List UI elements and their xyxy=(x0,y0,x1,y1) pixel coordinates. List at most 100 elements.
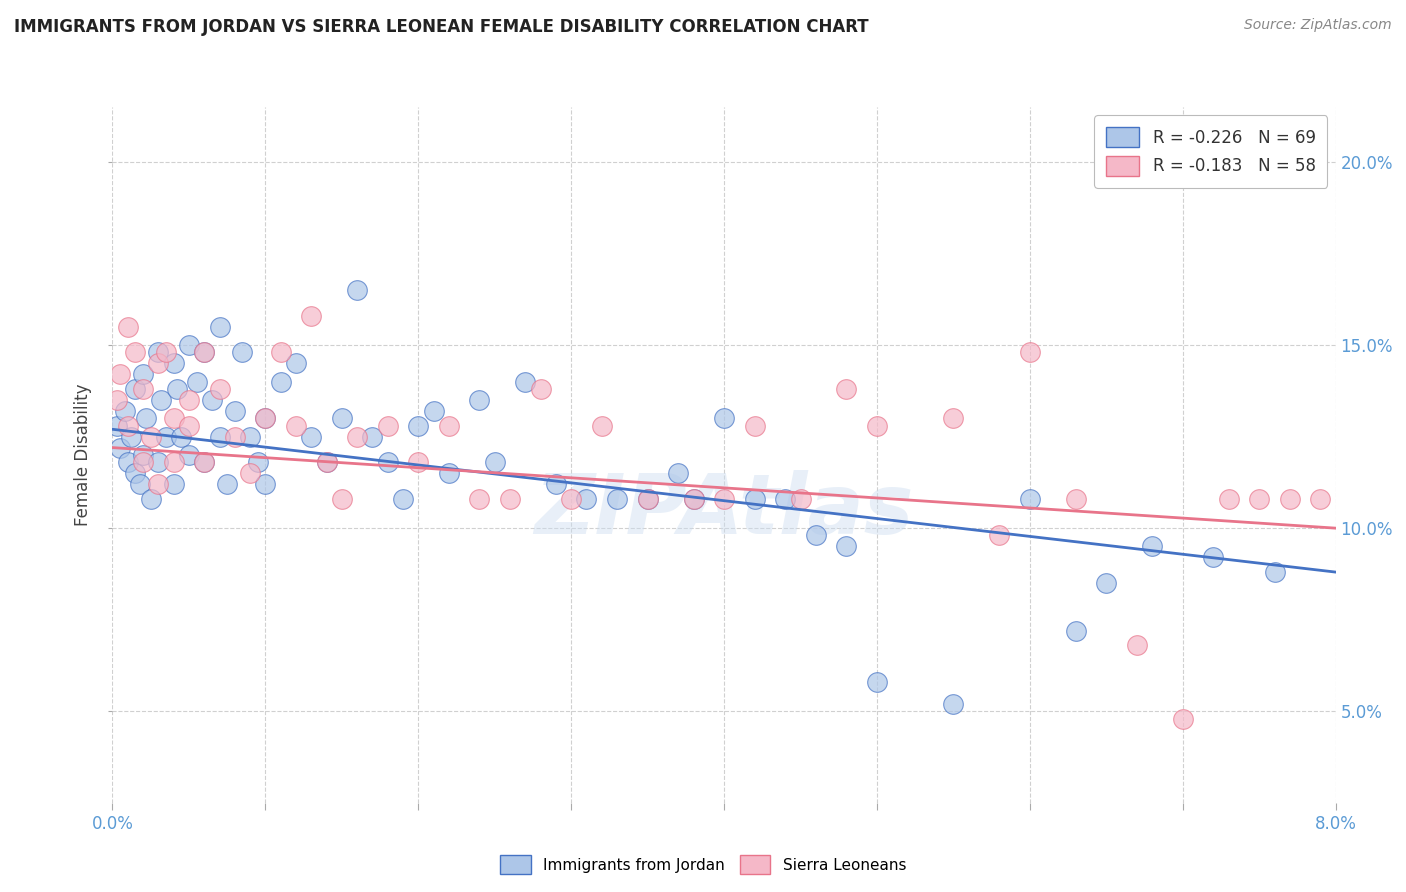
Point xyxy=(105,392,128,407)
Point xyxy=(254,411,277,425)
Point xyxy=(1264,565,1286,579)
Point xyxy=(254,477,277,491)
Point xyxy=(866,418,889,433)
Point xyxy=(148,345,170,359)
Point xyxy=(270,375,292,389)
Point xyxy=(246,455,269,469)
Point xyxy=(713,411,735,425)
Point xyxy=(408,418,430,433)
Point xyxy=(773,491,796,506)
Point xyxy=(224,429,246,443)
Point xyxy=(1218,491,1240,506)
Point xyxy=(1400,491,1406,506)
Point xyxy=(1371,491,1393,506)
Point xyxy=(163,411,186,425)
Point xyxy=(942,411,965,425)
Point xyxy=(108,368,131,382)
Point xyxy=(835,382,858,396)
Point xyxy=(155,429,177,443)
Point xyxy=(284,356,308,370)
Point xyxy=(575,491,598,506)
Point xyxy=(346,283,368,297)
Point xyxy=(177,392,200,407)
Point xyxy=(744,418,766,433)
Point xyxy=(315,455,337,469)
Point xyxy=(186,375,208,389)
Point xyxy=(315,455,337,469)
Point xyxy=(139,429,162,443)
Y-axis label: Female Disability: Female Disability xyxy=(75,384,93,526)
Point xyxy=(682,491,704,506)
Point xyxy=(201,392,224,407)
Point xyxy=(166,382,188,396)
Point xyxy=(606,491,628,506)
Point xyxy=(150,392,173,407)
Point xyxy=(1064,491,1087,506)
Point xyxy=(377,455,399,469)
Point xyxy=(231,345,253,359)
Point xyxy=(129,477,152,491)
Point xyxy=(208,382,231,396)
Point xyxy=(177,418,200,433)
Point xyxy=(224,404,246,418)
Point xyxy=(560,491,582,506)
Point xyxy=(254,411,277,425)
Point xyxy=(284,418,308,433)
Text: Source: ZipAtlas.com: Source: ZipAtlas.com xyxy=(1244,18,1392,32)
Point xyxy=(1249,491,1271,506)
Point xyxy=(120,429,142,443)
Point xyxy=(117,418,139,433)
Point xyxy=(148,455,170,469)
Point xyxy=(1126,638,1149,652)
Point xyxy=(193,345,215,359)
Point xyxy=(124,382,146,396)
Point xyxy=(835,540,858,554)
Point xyxy=(468,392,491,407)
Point xyxy=(942,697,965,711)
Legend: Immigrants from Jordan, Sierra Leoneans: Immigrants from Jordan, Sierra Leoneans xyxy=(494,849,912,880)
Point xyxy=(208,319,231,334)
Point xyxy=(108,441,131,455)
Point xyxy=(1171,712,1194,726)
Point xyxy=(682,491,704,506)
Point xyxy=(177,448,200,462)
Point xyxy=(789,491,811,506)
Point xyxy=(408,455,430,469)
Point xyxy=(988,528,1011,542)
Point xyxy=(437,467,460,481)
Point xyxy=(330,411,353,425)
Point xyxy=(193,345,215,359)
Point xyxy=(1142,540,1164,554)
Legend: R = -0.226   N = 69, R = -0.183   N = 58: R = -0.226 N = 69, R = -0.183 N = 58 xyxy=(1094,115,1327,187)
Point xyxy=(114,404,136,418)
Point xyxy=(637,491,659,506)
Point xyxy=(637,491,659,506)
Point xyxy=(713,491,735,506)
Point xyxy=(132,455,155,469)
Point xyxy=(132,368,155,382)
Point xyxy=(124,467,146,481)
Point xyxy=(163,455,186,469)
Point xyxy=(135,411,157,425)
Point xyxy=(1340,491,1362,506)
Point xyxy=(132,448,155,462)
Point xyxy=(529,382,551,396)
Point xyxy=(217,477,239,491)
Point xyxy=(124,345,146,359)
Text: ZIPAtlas: ZIPAtlas xyxy=(534,470,914,551)
Point xyxy=(155,345,177,359)
Point xyxy=(1018,345,1040,359)
Point xyxy=(591,418,613,433)
Point xyxy=(1309,491,1331,506)
Point xyxy=(361,429,384,443)
Point xyxy=(1095,576,1118,591)
Point xyxy=(437,418,460,433)
Point xyxy=(1064,624,1087,638)
Point xyxy=(177,338,200,352)
Point xyxy=(484,455,506,469)
Point xyxy=(148,477,170,491)
Point xyxy=(422,404,444,418)
Point xyxy=(544,477,567,491)
Point xyxy=(346,429,368,443)
Point xyxy=(515,375,537,389)
